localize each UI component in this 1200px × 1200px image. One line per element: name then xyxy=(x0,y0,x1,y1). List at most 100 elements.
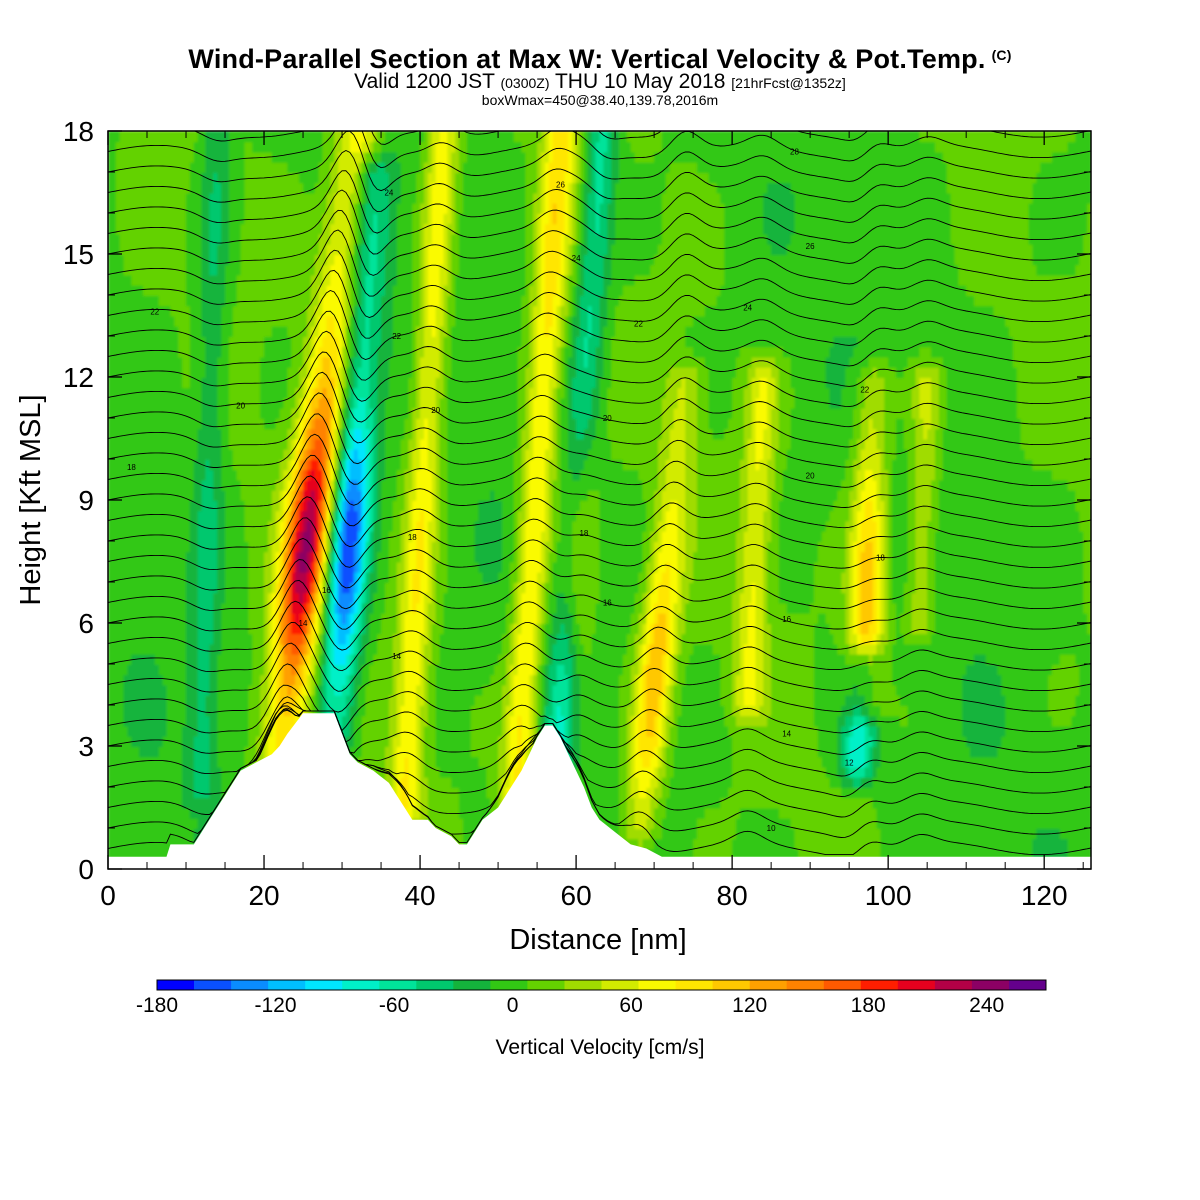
velocity-cell xyxy=(186,346,191,358)
velocity-cell xyxy=(170,623,176,635)
velocity-cell xyxy=(193,172,199,184)
velocity-cell xyxy=(225,500,230,512)
velocity-cell xyxy=(108,602,113,614)
velocity-cell xyxy=(158,592,164,604)
velocity-cell xyxy=(189,489,195,501)
velocity-cell xyxy=(178,274,183,286)
velocity-cell xyxy=(182,397,187,409)
velocity-cell xyxy=(139,623,144,635)
velocity-cell xyxy=(174,746,180,758)
velocity-cell xyxy=(154,151,160,163)
velocity-cell xyxy=(158,151,164,163)
velocity-cell xyxy=(178,602,183,614)
velocity-cell xyxy=(108,254,113,266)
velocity-cell xyxy=(186,705,191,717)
velocity-cell xyxy=(213,643,219,655)
velocity-cell xyxy=(150,387,156,399)
velocity-cell xyxy=(221,715,226,727)
velocity-cell xyxy=(158,551,164,563)
velocity-cell xyxy=(135,725,141,737)
velocity-cell xyxy=(201,520,207,532)
velocity-cell xyxy=(111,592,117,604)
velocity-cell xyxy=(182,602,187,614)
velocity-cell xyxy=(115,500,121,512)
velocity-cell xyxy=(127,356,133,368)
velocity-cell xyxy=(178,643,183,655)
velocity-cell xyxy=(178,377,183,389)
velocity-cell xyxy=(197,674,203,686)
velocity-cell xyxy=(221,438,226,450)
velocity-cell xyxy=(201,131,207,143)
velocity-cell xyxy=(139,428,144,440)
velocity-cell xyxy=(189,602,195,614)
velocity-cell xyxy=(213,489,219,501)
velocity-cell xyxy=(131,561,137,573)
velocity-cell xyxy=(127,305,133,317)
velocity-cell xyxy=(108,746,113,758)
velocity-cell xyxy=(111,653,117,665)
velocity-cell xyxy=(213,448,219,460)
velocity-cell xyxy=(225,479,230,491)
velocity-cell xyxy=(119,787,125,799)
velocity-cell xyxy=(201,438,207,450)
velocity-cell xyxy=(193,746,199,758)
velocity-cell xyxy=(158,705,164,717)
velocity-cell xyxy=(127,776,133,788)
velocity-cell xyxy=(111,500,117,512)
velocity-cell xyxy=(205,213,211,225)
velocity-cell xyxy=(201,571,207,583)
velocity-cell xyxy=(205,766,211,778)
velocity-cell xyxy=(123,356,129,368)
velocity-cell xyxy=(213,746,219,758)
velocity-cell xyxy=(131,664,137,676)
velocity-cell xyxy=(127,715,133,727)
velocity-cell xyxy=(158,305,164,317)
velocity-cell xyxy=(225,561,230,573)
velocity-cell xyxy=(170,233,176,245)
velocity-cell xyxy=(115,838,121,850)
velocity-cell xyxy=(213,623,219,635)
velocity-cell xyxy=(186,284,191,296)
velocity-cell xyxy=(119,725,125,737)
velocity-cell xyxy=(201,725,207,737)
velocity-cell xyxy=(123,500,129,512)
velocity-cell xyxy=(225,459,230,471)
velocity-cell xyxy=(178,233,183,245)
velocity-cell xyxy=(154,397,160,409)
velocity-cell xyxy=(115,530,121,542)
velocity-cell xyxy=(154,172,160,184)
velocity-cell xyxy=(186,141,191,153)
velocity-cell xyxy=(123,397,129,409)
velocity-cell xyxy=(147,131,152,143)
velocity-cell xyxy=(143,131,148,143)
velocity-cell xyxy=(131,541,137,553)
velocity-cell xyxy=(111,551,117,563)
velocity-cell xyxy=(143,694,148,706)
velocity-cell xyxy=(147,530,152,542)
velocity-cell xyxy=(143,284,148,296)
velocity-cell xyxy=(217,346,222,358)
velocity-cell xyxy=(217,530,222,542)
velocity-cell xyxy=(147,151,152,163)
velocity-cell xyxy=(115,551,121,563)
velocity-cell xyxy=(193,571,199,583)
velocity-cell xyxy=(209,387,215,399)
velocity-cell xyxy=(209,715,215,727)
velocity-cell xyxy=(158,161,164,173)
velocity-cell xyxy=(182,325,187,337)
velocity-cell xyxy=(209,223,215,235)
velocity-cell xyxy=(189,202,195,214)
velocity-cell xyxy=(221,459,226,471)
velocity-cell xyxy=(193,243,199,255)
velocity-cell xyxy=(178,448,183,460)
velocity-cell xyxy=(197,151,203,163)
velocity-cell xyxy=(162,325,168,337)
velocity-cell xyxy=(166,305,172,317)
velocity-cell xyxy=(217,489,222,501)
velocity-cell xyxy=(115,479,121,491)
velocity-cell xyxy=(213,182,219,194)
velocity-cell xyxy=(178,172,183,184)
velocity-cell xyxy=(123,582,129,594)
velocity-cell xyxy=(143,428,148,440)
velocity-cell xyxy=(139,151,144,163)
